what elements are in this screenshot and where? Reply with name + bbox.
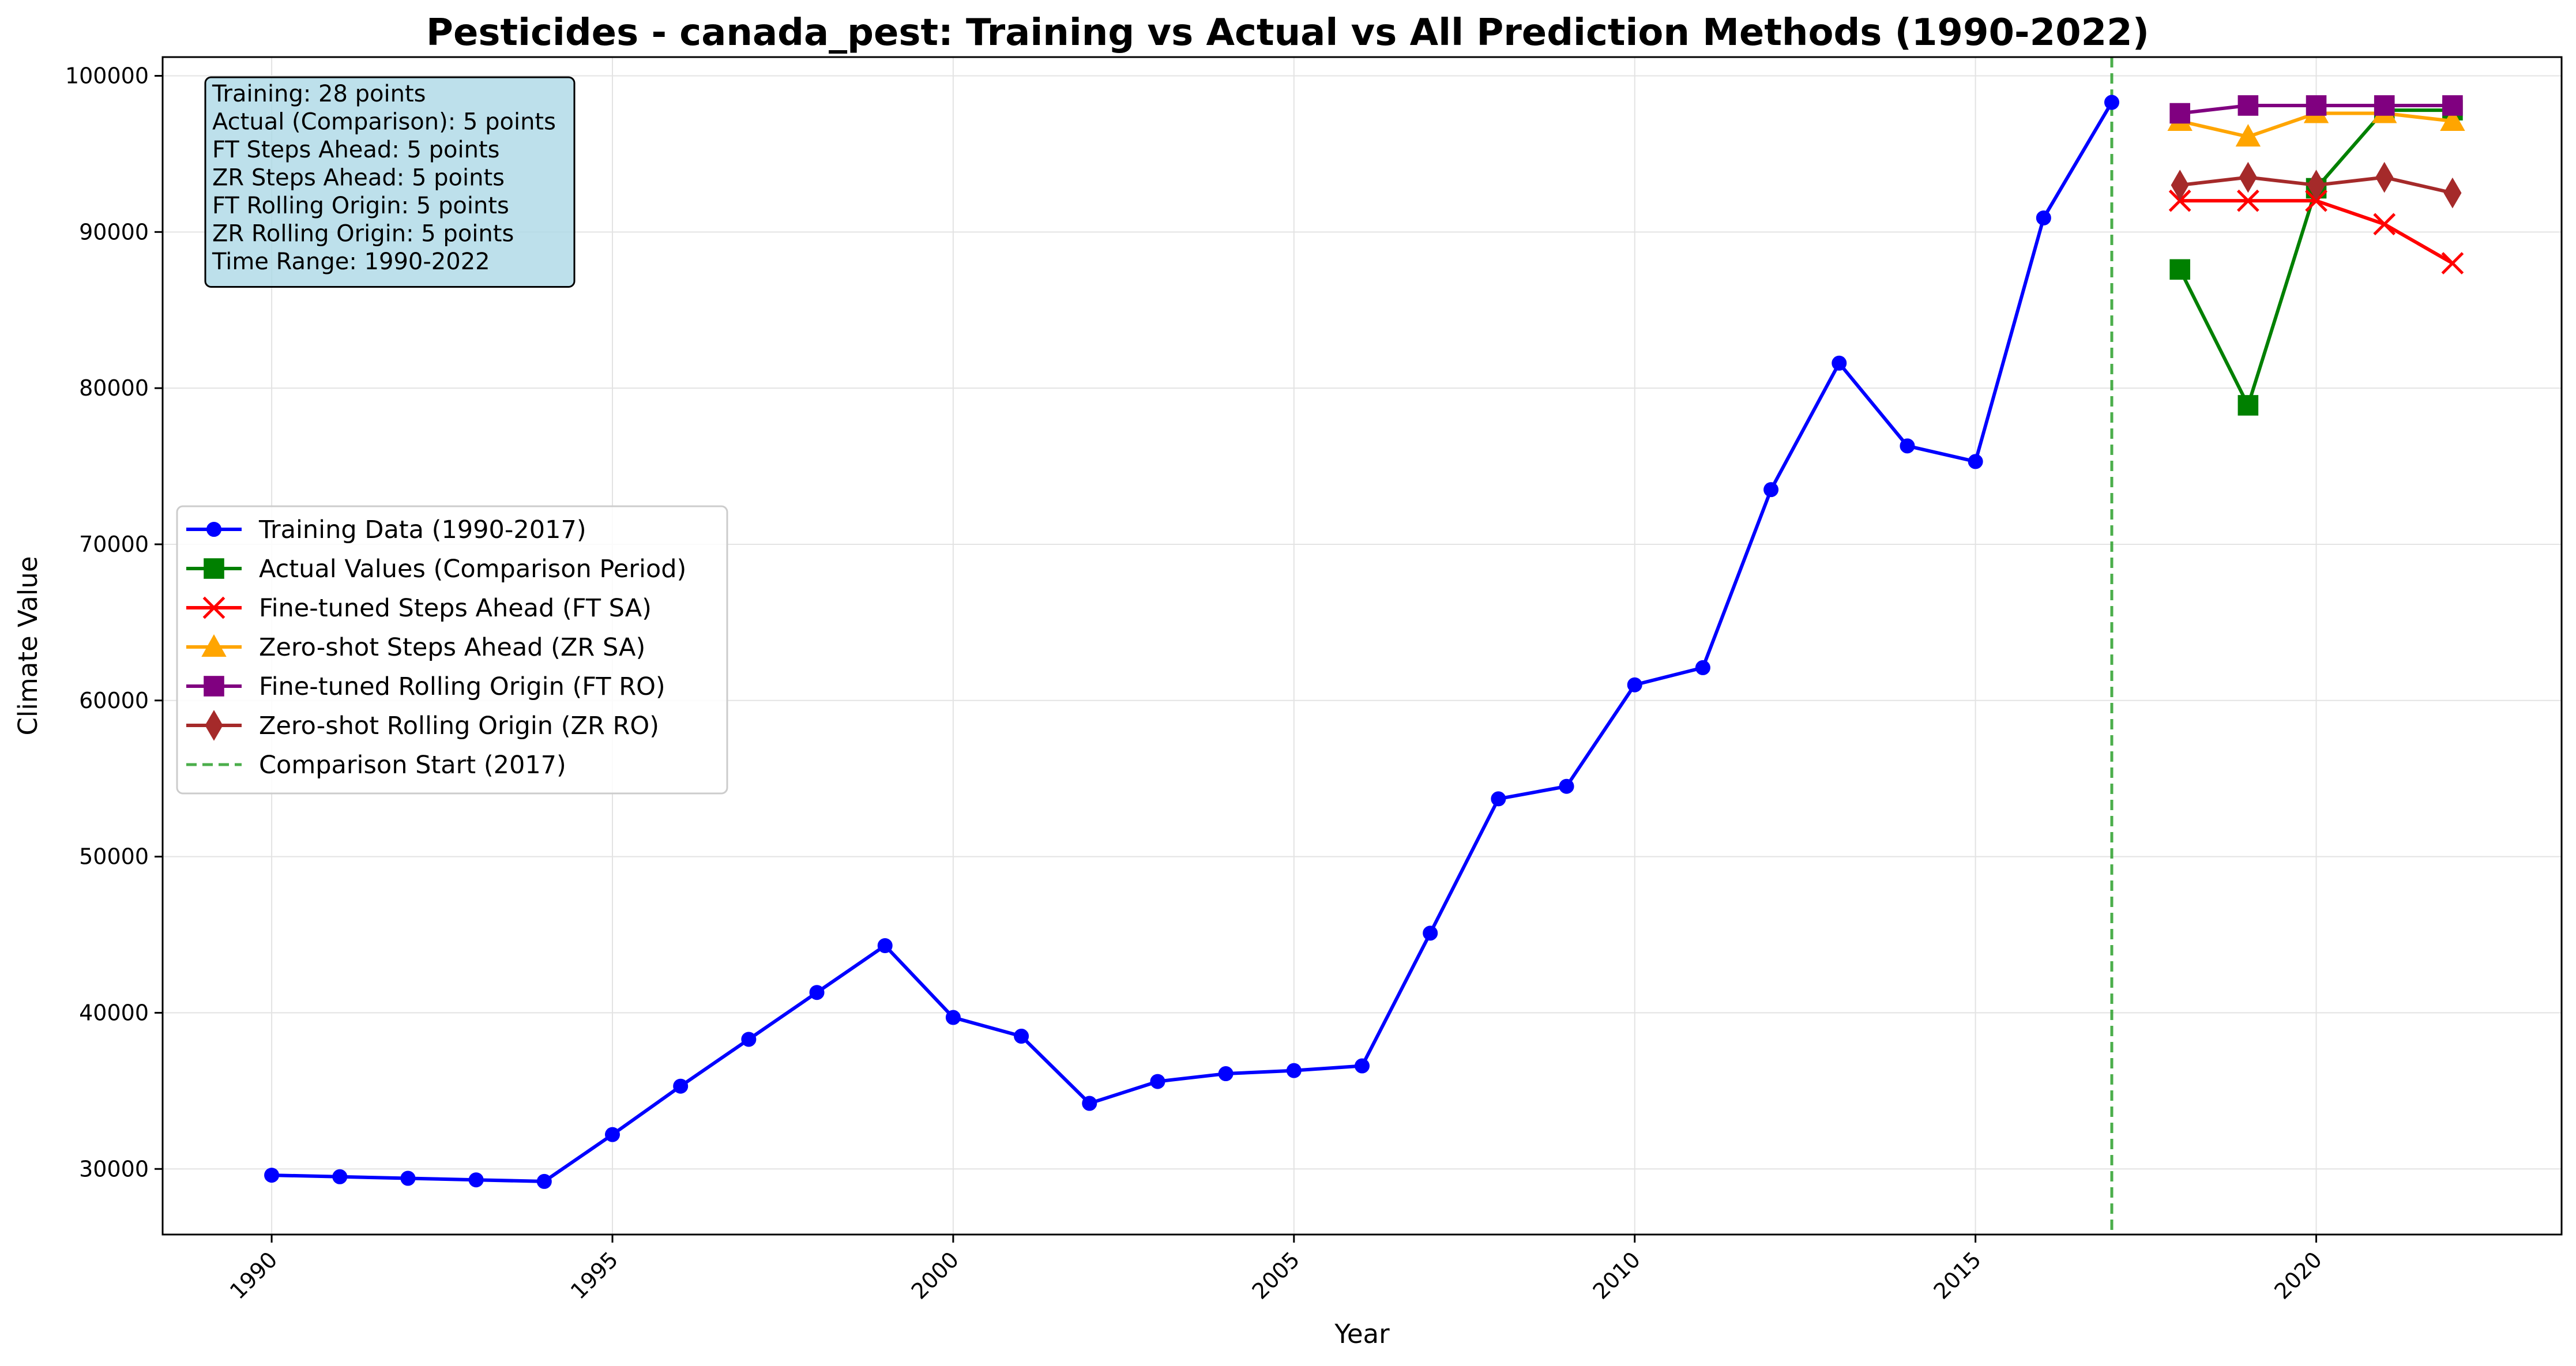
plot-frame bbox=[161, 56, 2563, 1236]
data-point bbox=[1559, 778, 1574, 794]
y-tick-label: 30000 bbox=[79, 1156, 149, 1181]
legend-frame bbox=[176, 505, 728, 795]
x-tick-label: 2000 bbox=[907, 1247, 964, 1304]
series-line bbox=[272, 101, 2114, 1183]
info-line: Actual (Comparison): 5 points bbox=[212, 109, 556, 136]
info-line: FT Steps Ahead: 5 points bbox=[212, 137, 500, 163]
series bbox=[264, 95, 2119, 1189]
data-point bbox=[741, 1032, 757, 1047]
data-point bbox=[2305, 189, 2327, 212]
info-line: ZR Steps Ahead: 5 points bbox=[212, 165, 505, 191]
data-point bbox=[2375, 161, 2394, 193]
legend-swatch-marker bbox=[202, 596, 225, 619]
data-point bbox=[2239, 161, 2257, 193]
data-point bbox=[2440, 108, 2465, 131]
data-point bbox=[1968, 454, 1983, 469]
data-point bbox=[1832, 355, 1847, 371]
data-point bbox=[2169, 103, 2190, 124]
data-point bbox=[605, 1127, 620, 1142]
data-point bbox=[2168, 189, 2191, 212]
x-axis-label: Year bbox=[1334, 1319, 1390, 1349]
data-point bbox=[400, 1171, 416, 1186]
legend-swatch-marker bbox=[204, 676, 224, 697]
series-layer bbox=[264, 95, 2465, 1189]
y-tick-label: 100000 bbox=[65, 63, 149, 88]
x-tick-label: 2005 bbox=[1247, 1247, 1305, 1304]
data-point bbox=[2169, 259, 2190, 280]
series bbox=[2168, 189, 2464, 274]
data-point bbox=[673, 1078, 689, 1094]
legend-label: Zero-shot Rolling Origin (ZR RO) bbox=[259, 712, 659, 740]
data-point bbox=[2235, 124, 2261, 147]
data-point bbox=[2306, 95, 2327, 116]
data-point bbox=[2443, 177, 2462, 209]
info-line: ZR Rolling Origin: 5 points bbox=[212, 221, 514, 247]
y-tick-label: 60000 bbox=[79, 688, 149, 713]
y-axis-label: Climate Value bbox=[13, 556, 43, 735]
data-point bbox=[1763, 482, 1779, 498]
data-point bbox=[1627, 677, 1642, 693]
data-point bbox=[2441, 252, 2464, 274]
data-point bbox=[1695, 660, 1710, 675]
data-point bbox=[1082, 1096, 1097, 1111]
legend-label: Fine-tuned Rolling Origin (FT RO) bbox=[259, 672, 665, 701]
legend: Training Data (1990-2017) Actual Values (… bbox=[176, 505, 728, 795]
legend-swatch-marker bbox=[204, 558, 224, 579]
series bbox=[2171, 161, 2462, 209]
data-point bbox=[2237, 95, 2259, 116]
data-point bbox=[2442, 95, 2463, 116]
data-point bbox=[2171, 170, 2189, 201]
legend-label: Actual Values (Comparison Period) bbox=[259, 555, 686, 584]
legend-label: Zero-shot Steps Ahead (ZR SA) bbox=[259, 633, 645, 662]
info-line: Time Range: 1990-2022 bbox=[212, 249, 490, 275]
data-point bbox=[2374, 95, 2395, 116]
data-point bbox=[1286, 1063, 1302, 1078]
data-point bbox=[1218, 1066, 1234, 1082]
data-point bbox=[2237, 395, 2259, 416]
info-line: FT Rolling Origin: 5 points bbox=[212, 193, 509, 219]
x-tick-label: 2015 bbox=[1928, 1247, 1986, 1304]
data-point bbox=[945, 1010, 961, 1025]
data-point bbox=[2236, 189, 2259, 212]
data-point bbox=[809, 985, 825, 1000]
legend-swatch-marker bbox=[206, 522, 221, 537]
y-tick-label: 80000 bbox=[79, 375, 149, 401]
data-point bbox=[536, 1173, 552, 1189]
data-point bbox=[264, 1168, 280, 1183]
data-point bbox=[1423, 925, 1438, 941]
data-point bbox=[1014, 1029, 1029, 1044]
x-axis: 1990 1995 2000 2005 2010 2015 2020 bbox=[225, 1235, 2327, 1304]
data-point bbox=[1355, 1058, 1370, 1074]
data-point bbox=[2036, 210, 2051, 225]
legend-label: Fine-tuned Steps Ahead (FT SA) bbox=[259, 594, 652, 623]
data-point bbox=[2373, 213, 2396, 236]
legend-swatch-marker bbox=[205, 710, 223, 741]
info-line: Training: 28 points bbox=[212, 81, 426, 107]
data-point bbox=[1150, 1074, 1165, 1089]
info-box-background bbox=[204, 76, 576, 288]
chart-title: Pesticides - canada_pest: Training vs Ac… bbox=[426, 12, 2149, 54]
y-tick-label: 50000 bbox=[79, 844, 149, 870]
x-tick-label: 1990 bbox=[225, 1247, 283, 1304]
x-tick-label: 2010 bbox=[1588, 1247, 1646, 1304]
data-point bbox=[332, 1169, 348, 1184]
data-point bbox=[877, 938, 893, 953]
data-point bbox=[1491, 791, 1506, 807]
x-tick-label: 1995 bbox=[566, 1247, 623, 1304]
y-tick-label: 40000 bbox=[79, 1000, 149, 1025]
series bbox=[2169, 95, 2463, 124]
data-point bbox=[1900, 438, 1915, 454]
data-point bbox=[468, 1172, 484, 1188]
y-tick-label: 90000 bbox=[79, 219, 149, 244]
data-point bbox=[2307, 170, 2326, 201]
data-point bbox=[2104, 95, 2119, 110]
y-tick-label: 70000 bbox=[79, 532, 149, 557]
y-axis: 30000 40000 50000 60000 70000 80000 90000 10000… bbox=[65, 63, 163, 1181]
x-tick-label: 2020 bbox=[2269, 1247, 2327, 1304]
legend-label: Training Data (1990-2017) bbox=[258, 515, 586, 544]
legend-label: Comparison Start (2017) bbox=[259, 751, 566, 780]
legend-swatch-marker bbox=[201, 634, 227, 657]
